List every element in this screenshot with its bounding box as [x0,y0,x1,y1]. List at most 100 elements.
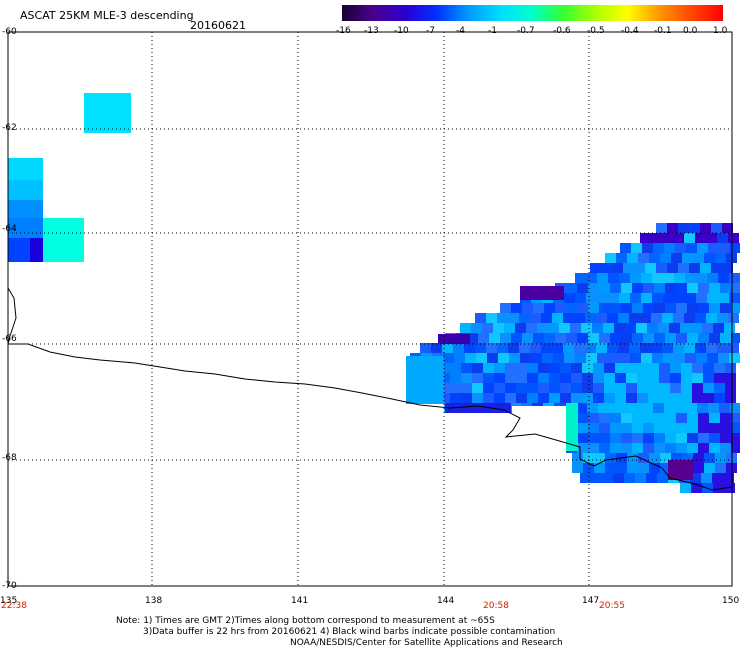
wind-cell [593,383,604,393]
wind-cell [670,363,681,373]
wind-cell [608,273,619,283]
wind-cell [698,333,709,343]
wind-cell [693,453,704,463]
wind-cell [577,303,588,313]
wind-cell [663,293,674,303]
wind-cell [597,353,608,363]
wind-cell [659,383,670,393]
wind-cell [654,413,665,423]
wind-cell [707,293,718,303]
wind-cell [729,353,740,363]
wind-cell [648,393,659,403]
wind-cell [494,363,505,373]
wind-cell [467,333,478,343]
wind-cell [522,333,533,343]
wind-cell [475,313,486,323]
wind-cell [648,373,659,383]
wind-cell [590,263,601,273]
wind-cell [461,393,472,403]
wind-cell [664,243,675,253]
wind-cell [731,413,740,423]
wind-cell [687,413,698,423]
wind-cell [676,423,687,433]
wind-cell [511,303,522,313]
wind-cell [626,393,637,403]
wind-cell [665,303,676,313]
wind-cell [450,393,461,403]
wind-cell [508,343,519,353]
wind-cell [676,443,687,453]
wind-cell [704,253,715,263]
colorbar-label: -13 [364,26,379,36]
wind-cell [621,333,632,343]
wind-cell [627,253,638,263]
wind-cell [599,333,610,343]
wind-cell [483,393,494,403]
colorbar-label: 0.0 [683,26,698,36]
wind-cell [629,343,640,353]
colorbar-label: -16 [336,26,351,36]
wind-cell [702,323,713,333]
wind-cell [659,363,670,373]
wind-cell [537,323,548,333]
wind-cell [560,363,571,373]
wind-cell [586,353,597,363]
wind-cell [715,453,726,463]
wind-cell [30,238,43,262]
wind-cell [572,463,583,473]
wind-cell [703,393,714,403]
wind-cell [647,323,658,333]
wind-cell [637,383,648,393]
wind-cell [731,443,740,453]
wind-cell [560,393,571,403]
wind-cell [720,333,731,343]
wind-cell [640,233,651,243]
wind-cell [610,423,621,433]
wind-cell [461,363,472,373]
wind-cell [583,453,594,463]
wind-cell [613,473,624,483]
wind-cell [498,353,509,363]
wind-cell [619,293,630,303]
wind-cell [692,383,703,393]
wind-cell [483,363,494,373]
wind-cell [530,313,541,323]
wind-cell [708,243,719,253]
wind-cell [621,283,632,293]
wind-cell [658,323,669,333]
wind-cell [560,383,571,393]
wind-cell [665,423,676,433]
wind-cell [711,223,722,233]
wind-cell [709,283,720,293]
wind-cell [8,180,43,200]
wind-cell [665,283,676,293]
wind-cell [497,343,508,353]
note-line-1: Note: 1) Times are GMT 2)Times along bot… [116,616,495,626]
wind-cell [486,343,497,353]
wind-cell [706,313,717,323]
wind-cell [472,393,483,403]
lat-label: -70 [2,581,17,591]
wind-cell [660,253,671,263]
wind-cell [587,403,598,413]
wind-cell [719,243,730,253]
wind-cell [687,433,698,443]
wind-cell [610,433,621,443]
wind-cell [725,363,736,373]
wind-cell [516,373,527,383]
wind-cell [494,373,505,383]
wind-cell [720,433,731,443]
wind-cell [685,293,696,303]
wind-cell [700,223,711,233]
wind-cell [725,373,736,383]
wind-cell [585,313,596,323]
wind-cell [659,373,670,383]
wind-cell [497,313,508,323]
wind-cell [616,463,627,473]
wind-cell [638,253,649,263]
wind-cell [522,303,533,313]
wind-cell [690,473,701,483]
wind-cell [720,413,731,423]
wind-cell [632,443,643,453]
wind-cell [728,313,739,323]
